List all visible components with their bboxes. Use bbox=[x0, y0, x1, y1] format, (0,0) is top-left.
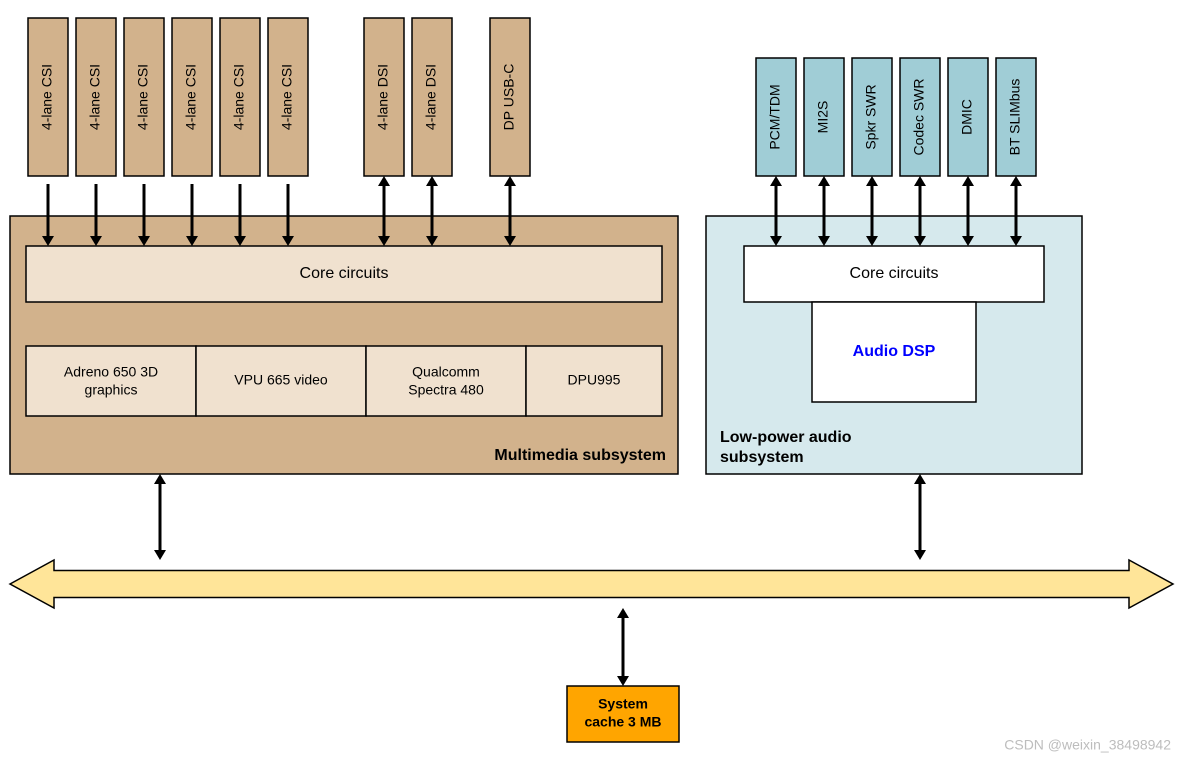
mm-unit-label: VPU 665 video bbox=[234, 372, 328, 388]
mm-port-label: 4-lane CSI bbox=[87, 64, 103, 130]
audio-port-label: DMIC bbox=[959, 99, 975, 135]
audio-dsp-label: Audio DSP bbox=[853, 343, 936, 360]
cache-bus-arrow bbox=[617, 608, 629, 686]
audio-bus-arrow bbox=[914, 474, 926, 560]
cache-label: cache 3 MB bbox=[584, 714, 661, 730]
mm-port-label: 4-lane CSI bbox=[279, 64, 295, 130]
mm-port-arrow-1 bbox=[90, 184, 102, 246]
audio-core-label: Core circuits bbox=[850, 265, 939, 282]
mm-unit-label: Spectra 480 bbox=[408, 382, 484, 398]
mm-port-label: 4-lane CSI bbox=[183, 64, 199, 130]
audio-port-label: Spkr SWR bbox=[863, 84, 879, 149]
audio-title: Low-power audio bbox=[720, 429, 852, 446]
audio-port-label: MI2S bbox=[815, 101, 831, 134]
diagram-canvas: Core circuits Adreno 650 3D graphics VPU 66… bbox=[0, 0, 1183, 758]
audio-port-label: BT SLIMbus bbox=[1007, 79, 1023, 156]
mm-unit-label: Qualcomm bbox=[412, 364, 480, 380]
mm-unit-label: graphics bbox=[85, 382, 138, 398]
mm-port-label: 4-lane DSI bbox=[423, 64, 439, 130]
mm-unit-label: Adreno 650 3D bbox=[64, 364, 158, 380]
mm-port-arrow-4 bbox=[234, 184, 246, 246]
cache-label: System bbox=[598, 696, 648, 712]
audio-port-label: PCM/TDM bbox=[767, 84, 783, 149]
mm-port-arrow-2 bbox=[138, 184, 150, 246]
mm-port-label: 4-lane CSI bbox=[231, 64, 247, 130]
watermark: CSDN @weixin_38498942 bbox=[1004, 737, 1171, 753]
mm-port-label: 4-lane CSI bbox=[39, 64, 55, 130]
mm-port-arrow-0 bbox=[42, 184, 54, 246]
audio-port-label: Codec SWR bbox=[911, 78, 927, 155]
system-bus bbox=[10, 560, 1173, 608]
mm-core-label: Core circuits bbox=[300, 265, 389, 282]
mm-port-label: 4-lane CSI bbox=[135, 64, 151, 130]
mm-unit-label: DPU995 bbox=[568, 372, 621, 388]
mm-port-label: DP USB-C bbox=[501, 64, 517, 131]
mm-port-arrow-3 bbox=[186, 184, 198, 246]
mm-port-arrow-5 bbox=[282, 184, 294, 246]
mm-port-label: 4-lane DSI bbox=[375, 64, 391, 130]
mm-title: Multimedia subsystem bbox=[494, 447, 666, 464]
audio-title: subsystem bbox=[720, 449, 804, 466]
mm-bus-arrow bbox=[154, 474, 166, 560]
